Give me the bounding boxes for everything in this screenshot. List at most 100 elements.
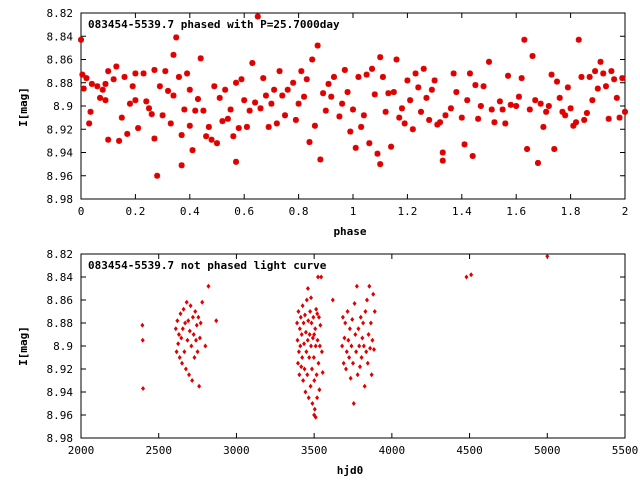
phased-y-tick-label: 8.98 [47, 193, 74, 206]
phased-plot-points [78, 13, 628, 179]
phased-data-point [292, 116, 299, 123]
unphased-data-point [182, 349, 187, 355]
phased-data-point [282, 112, 288, 119]
phased-y-tick-label: 8.96 [47, 170, 74, 183]
phased-data-point [464, 97, 471, 104]
phased-data-point [273, 120, 280, 127]
phased-data-point [545, 103, 552, 109]
unphased-y-tick-label: 8.9 [53, 340, 73, 353]
unphased-data-point [319, 274, 324, 280]
unphased-data-point [185, 337, 190, 343]
unphased-data-point [367, 283, 372, 289]
unphased-data-point [214, 318, 219, 324]
unphased-x-tick-label: 5500 [612, 444, 639, 457]
phased-data-point [390, 89, 397, 96]
phased-data-point [151, 66, 158, 73]
unphased-x-tick-label: 2000 [68, 444, 95, 457]
phased-plot-xlabel: phase [333, 225, 366, 238]
unphased-plot-ticks: 2000 2500 3000 3500 4000 4500 5000 5500 8.82 8.84… [47, 248, 639, 457]
phased-data-point [344, 89, 351, 96]
unphased-data-point [310, 335, 315, 341]
phased-data-point [105, 68, 112, 75]
phased-data-point [532, 97, 539, 104]
unphased-data-point [303, 329, 308, 335]
phased-data-point [126, 100, 133, 107]
unphased-data-point [315, 395, 320, 401]
unphased-data-point [344, 349, 349, 355]
phased-data-point [594, 85, 601, 92]
unphased-y-tick-label: 8.94 [47, 386, 74, 399]
phased-data-point [178, 132, 185, 139]
phased-data-point [551, 146, 558, 153]
unphased-y-tick-label: 8.88 [47, 317, 74, 330]
phased-data-point [79, 71, 86, 78]
unphased-data-point [364, 297, 369, 303]
unphased-data-point [312, 406, 317, 412]
phased-data-point [554, 78, 560, 85]
unphased-data-point [301, 378, 306, 383]
phased-plot-ylabel: I[mag] [17, 87, 30, 127]
unphased-data-point [315, 311, 320, 317]
phased-data-point [257, 105, 264, 112]
phased-data-point [328, 93, 335, 100]
unphased-data-point [347, 355, 352, 360]
phased-data-point [382, 108, 389, 115]
phased-x-tick-label: 1.2 [397, 205, 417, 218]
phased-x-tick-label: 1.8 [561, 205, 581, 218]
unphased-x-tick-label: 2500 [145, 444, 172, 457]
unphased-data-point [313, 343, 318, 349]
unphased-data-point [305, 337, 310, 343]
phased-data-point [301, 93, 308, 100]
phased-data-point [97, 94, 104, 101]
unphased-data-point [140, 337, 145, 343]
phased-data-point [262, 92, 269, 99]
unphased-data-point [348, 375, 353, 381]
phased-data-point [605, 115, 612, 122]
phased-data-point [246, 107, 253, 114]
phased-data-point [186, 86, 193, 93]
phased-data-point [488, 106, 495, 113]
unphased-data-point [309, 295, 314, 301]
unphased-data-point [309, 343, 314, 349]
unphased-data-point [315, 337, 320, 343]
unphased-data-point [354, 349, 359, 355]
unphased-data-point [197, 383, 202, 389]
phased-data-point [197, 55, 204, 62]
unphased-data-point [345, 309, 350, 314]
phased-data-point [420, 65, 427, 72]
unphased-data-point [307, 355, 312, 360]
phased-data-point [374, 150, 381, 157]
unphased-data-point [316, 360, 321, 366]
phased-data-point [611, 76, 618, 83]
phased-x-tick-label: 0.8 [289, 205, 309, 218]
phased-data-point [466, 70, 473, 77]
phased-data-point [322, 107, 329, 114]
unphased-data-point [309, 320, 314, 326]
phased-data-point [515, 93, 522, 100]
phased-data-point [238, 76, 245, 83]
phased-data-point [173, 34, 180, 41]
phased-data-point [543, 108, 550, 115]
phased-data-point [529, 53, 536, 60]
phased-data-point [189, 147, 196, 154]
phased-data-point [564, 84, 571, 91]
unphased-data-point [178, 311, 183, 317]
phased-data-point [398, 105, 405, 112]
unphased-data-point [312, 332, 317, 337]
phased-data-point [235, 125, 242, 132]
unphased-data-point [305, 286, 310, 291]
unphased-data-point [192, 355, 197, 360]
phased-data-point [608, 68, 615, 75]
unphased-data-point [330, 297, 335, 303]
phased-data-point [325, 80, 332, 87]
phased-data-point [537, 100, 544, 107]
phased-data-point [230, 133, 237, 140]
phased-data-point [99, 86, 106, 93]
unphased-data-point [311, 314, 316, 320]
unphased-data-point [140, 322, 145, 328]
unphased-data-point [309, 366, 314, 372]
phased-data-point [613, 94, 620, 101]
unphased-data-point [298, 343, 303, 349]
unphased-data-point [196, 314, 201, 320]
phased-data-point [320, 90, 327, 97]
